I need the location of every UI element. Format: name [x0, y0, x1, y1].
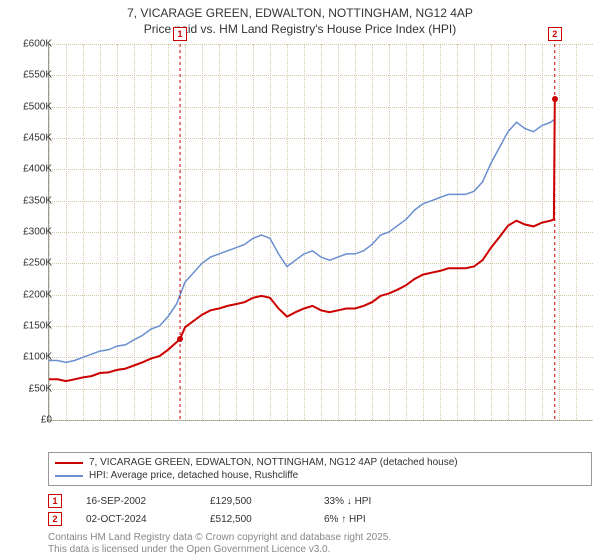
- y-axis-label: £350K: [8, 195, 52, 206]
- chart-lines: [49, 44, 593, 420]
- y-axis-label: £300K: [8, 227, 52, 238]
- y-axis-label: £450K: [8, 133, 52, 144]
- y-axis-label: £400K: [8, 164, 52, 175]
- y-axis-label: £100K: [8, 352, 52, 363]
- sale-row-date: 02-OCT-2024: [86, 514, 186, 525]
- sale-marker-dot: [177, 336, 183, 342]
- sale-marker-box: 2: [548, 27, 562, 41]
- sale-marker-dot: [552, 96, 558, 102]
- y-axis-label: £150K: [8, 321, 52, 332]
- plot-area: 12: [48, 44, 593, 421]
- y-axis-label: £550K: [8, 70, 52, 81]
- price-chart: 7, VICARAGE GREEN, EDWALTON, NOTTINGHAM,…: [0, 0, 600, 560]
- price-paid-line: [49, 99, 555, 381]
- y-axis-label: £600K: [8, 39, 52, 50]
- sales-table: 1 16-SEP-2002 £129,500 33% ↓ HPI 2 02-OCT-202…: [48, 492, 592, 528]
- y-axis-label: £0: [8, 415, 52, 426]
- sale-row: 2 02-OCT-2024 £512,500 6% ↑ HPI: [48, 510, 592, 528]
- legend-swatch: [55, 475, 83, 477]
- sale-row-date: 16-SEP-2002: [86, 496, 186, 507]
- chart-legend: 7, VICARAGE GREEN, EDWALTON, NOTTINGHAM,…: [48, 452, 592, 486]
- attribution: Contains HM Land Registry data © Crown c…: [48, 532, 391, 556]
- hpi-line: [49, 119, 555, 362]
- sale-row-marker: 2: [48, 512, 62, 526]
- title-address: 7, VICARAGE GREEN, EDWALTON, NOTTINGHAM,…: [0, 6, 600, 22]
- legend-label: HPI: Average price, detached house, Rush…: [89, 469, 298, 482]
- attribution-line2: This data is licensed under the Open Gov…: [48, 544, 391, 556]
- sale-row-price: £512,500: [210, 514, 300, 525]
- legend-swatch: [55, 462, 83, 464]
- y-axis-label: £200K: [8, 289, 52, 300]
- legend-row-hpi: HPI: Average price, detached house, Rush…: [55, 469, 585, 482]
- gridline-h: [49, 420, 593, 422]
- legend-row-price-paid: 7, VICARAGE GREEN, EDWALTON, NOTTINGHAM,…: [55, 456, 585, 469]
- title-subtitle: Price paid vs. HM Land Registry's House …: [0, 22, 600, 38]
- sale-row-price: £129,500: [210, 496, 300, 507]
- sale-marker-box: 1: [173, 27, 187, 41]
- sale-row-pct: 6% ↑ HPI: [324, 514, 414, 525]
- chart-title: 7, VICARAGE GREEN, EDWALTON, NOTTINGHAM,…: [0, 0, 600, 37]
- legend-label: 7, VICARAGE GREEN, EDWALTON, NOTTINGHAM,…: [89, 456, 458, 469]
- attribution-line1: Contains HM Land Registry data © Crown c…: [48, 532, 391, 544]
- y-axis-label: £250K: [8, 258, 52, 269]
- sale-row: 1 16-SEP-2002 £129,500 33% ↓ HPI: [48, 492, 592, 510]
- y-axis-label: £500K: [8, 101, 52, 112]
- y-axis-label: £50K: [8, 383, 52, 394]
- sale-row-marker: 1: [48, 494, 62, 508]
- sale-row-pct: 33% ↓ HPI: [324, 496, 414, 507]
